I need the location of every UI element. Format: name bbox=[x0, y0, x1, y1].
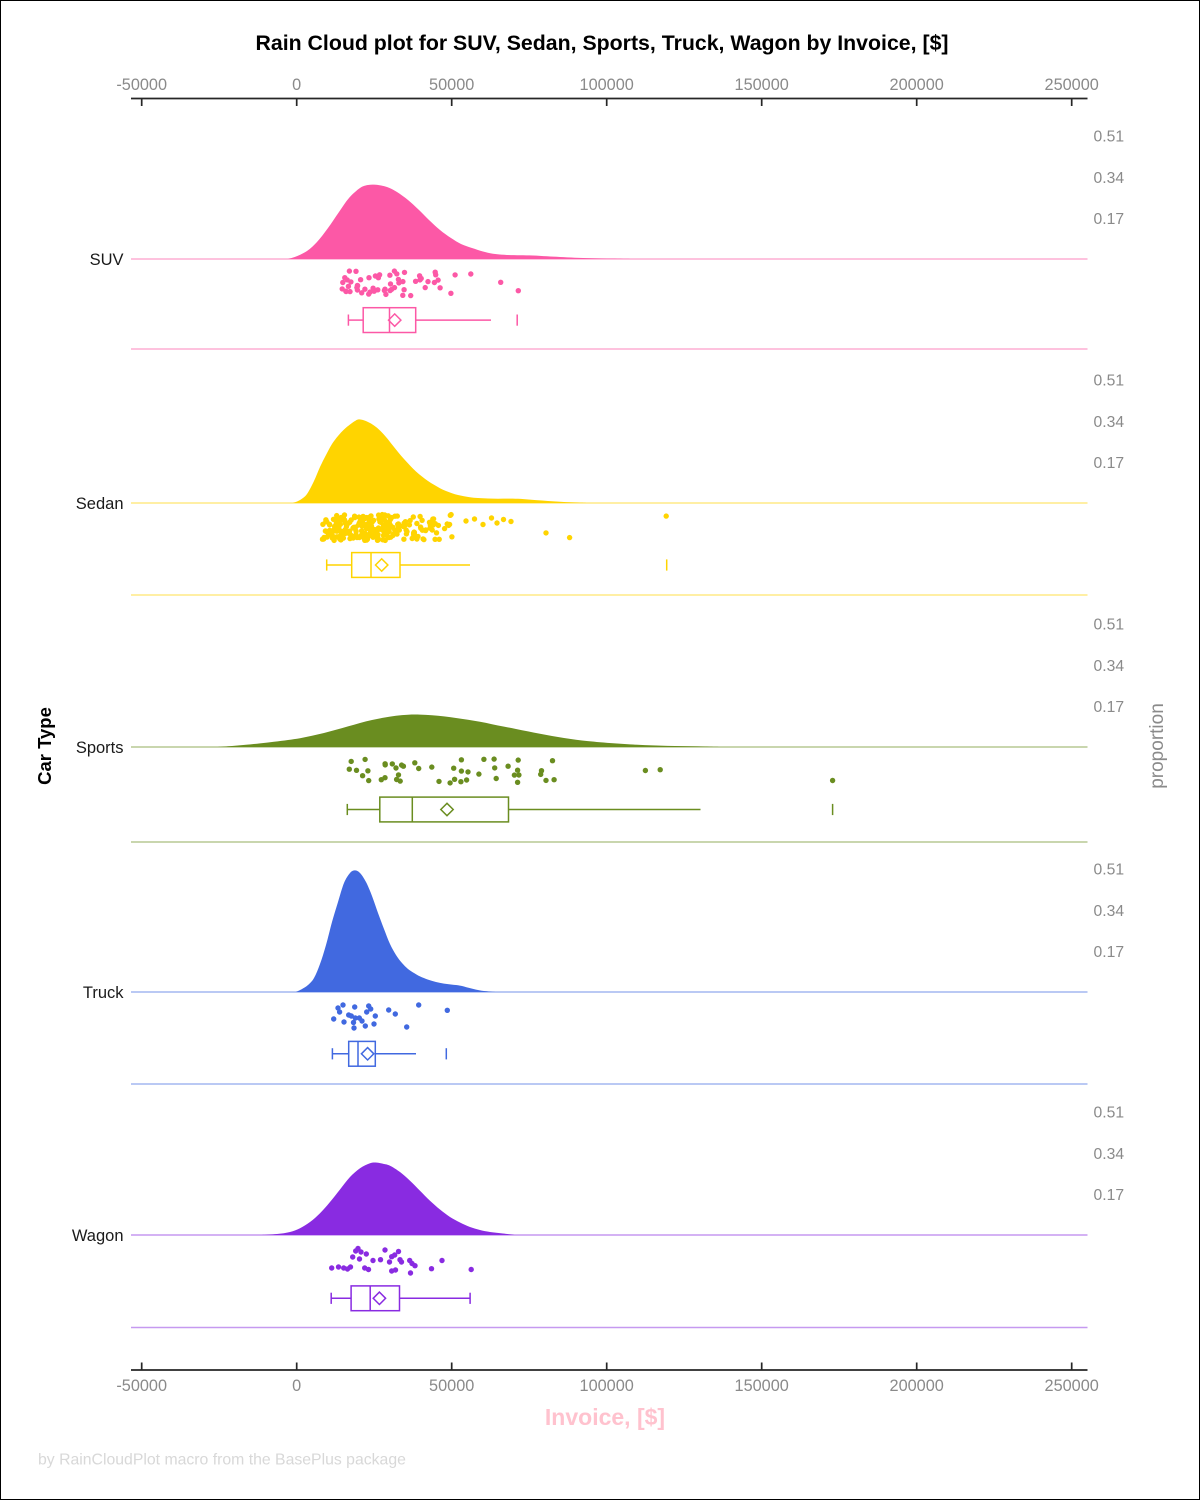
svg-text:Truck: Truck bbox=[83, 984, 124, 1002]
svg-text:100000: 100000 bbox=[580, 76, 634, 94]
svg-text:Invoice, [$]: Invoice, [$] bbox=[545, 1404, 665, 1430]
svg-text:-50000: -50000 bbox=[116, 76, 167, 94]
svg-text:0.34: 0.34 bbox=[1094, 903, 1125, 920]
svg-text:150000: 150000 bbox=[735, 1377, 789, 1395]
svg-text:200000: 200000 bbox=[890, 1377, 944, 1395]
svg-text:Sports: Sports bbox=[76, 739, 124, 757]
svg-text:0.51: 0.51 bbox=[1094, 862, 1125, 879]
svg-text:0.17: 0.17 bbox=[1094, 455, 1125, 472]
svg-text:0.34: 0.34 bbox=[1094, 170, 1125, 187]
svg-text:proportion: proportion bbox=[1147, 703, 1168, 789]
svg-text:by RainCloudPlot macro from th: by RainCloudPlot macro from the BasePlus… bbox=[38, 1452, 406, 1469]
svg-text:0.51: 0.51 bbox=[1094, 373, 1125, 390]
svg-text:150000: 150000 bbox=[735, 76, 789, 94]
svg-text:Rain Cloud plot for SUV, Sedan: Rain Cloud plot for SUV, Sedan, Sports, … bbox=[255, 31, 948, 55]
svg-text:250000: 250000 bbox=[1045, 76, 1099, 94]
svg-text:-50000: -50000 bbox=[116, 1377, 167, 1395]
svg-text:0.51: 0.51 bbox=[1094, 617, 1125, 634]
svg-text:0.17: 0.17 bbox=[1094, 211, 1125, 228]
svg-text:0.51: 0.51 bbox=[1094, 1105, 1125, 1122]
svg-text:0.17: 0.17 bbox=[1094, 699, 1125, 716]
svg-text:0: 0 bbox=[292, 1377, 301, 1395]
svg-text:100000: 100000 bbox=[580, 1377, 634, 1395]
svg-text:0.34: 0.34 bbox=[1094, 658, 1125, 675]
svg-text:0.34: 0.34 bbox=[1094, 1146, 1125, 1163]
svg-text:Wagon: Wagon bbox=[72, 1227, 124, 1245]
svg-text:250000: 250000 bbox=[1045, 1377, 1099, 1395]
svg-text:50000: 50000 bbox=[429, 76, 474, 94]
svg-text:0.51: 0.51 bbox=[1094, 129, 1125, 146]
svg-text:Sedan: Sedan bbox=[76, 495, 124, 513]
svg-text:0.17: 0.17 bbox=[1094, 1187, 1125, 1204]
svg-text:SUV: SUV bbox=[90, 251, 124, 269]
svg-text:0: 0 bbox=[292, 76, 301, 94]
svg-text:200000: 200000 bbox=[890, 76, 944, 94]
svg-text:50000: 50000 bbox=[429, 1377, 474, 1395]
svg-text:Car Type: Car Type bbox=[34, 707, 55, 785]
svg-text:0.34: 0.34 bbox=[1094, 414, 1125, 431]
svg-text:0.17: 0.17 bbox=[1094, 944, 1125, 961]
